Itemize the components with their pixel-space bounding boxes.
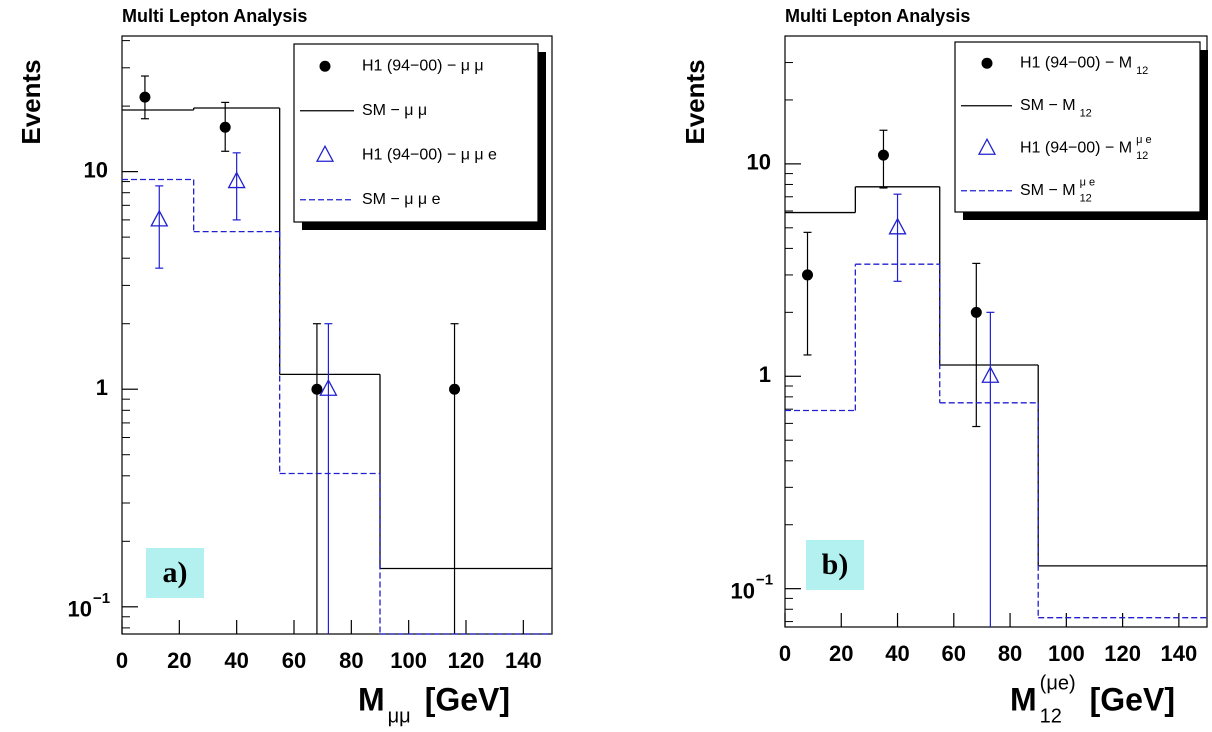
y-tick-label: 1	[759, 362, 771, 387]
panel-tag-box	[146, 548, 204, 598]
frame	[121, 35, 553, 635]
x-tick-label: 140	[1161, 641, 1198, 666]
legend-label: SM − M	[1020, 182, 1076, 199]
x-tick-label: 80	[339, 648, 363, 673]
frame	[784, 35, 1208, 628]
data-point	[981, 365, 1000, 383]
legend-label-sub: 12	[1136, 65, 1148, 77]
legend-marker	[319, 60, 331, 72]
y-tick-label: 10	[747, 150, 771, 175]
legend	[293, 43, 539, 223]
panel-tag-box	[806, 540, 864, 590]
y-tick-label-sup: −1	[93, 590, 110, 607]
x-axis-label-sup: (μe)	[1040, 672, 1076, 694]
legend-marker	[981, 57, 993, 69]
x-axis-label-sub: μμ	[388, 705, 411, 727]
y-axis-label: Events	[16, 59, 46, 144]
x-tick-label: 20	[829, 641, 853, 666]
y-tick-label: 1	[96, 375, 108, 400]
x-tick-label: 100	[390, 648, 427, 673]
x-tick-label: 0	[116, 648, 128, 673]
legend-label-sup: μ e	[1080, 177, 1096, 189]
legend-label-sub: 12	[1136, 150, 1148, 162]
data-point	[888, 217, 907, 235]
x-axis-label: M	[358, 681, 385, 717]
x-tick-label: 120	[448, 648, 485, 673]
data-point	[227, 171, 246, 189]
data-point	[802, 269, 814, 281]
x-tick-label: 100	[1048, 641, 1085, 666]
legend-marker	[315, 144, 335, 162]
x-tick-label: 60	[942, 641, 966, 666]
panel-tag: b)	[822, 548, 849, 581]
data-point	[150, 209, 169, 227]
data-point	[319, 378, 338, 396]
legend-label: H1 (94−00) − μ μ e	[362, 146, 497, 163]
data-point	[139, 91, 151, 103]
chart-title: Multi Lepton Analysis	[122, 6, 307, 26]
legend-label: SM − M	[1020, 97, 1076, 114]
data-point	[877, 149, 889, 161]
y-axis-label: Events	[680, 59, 710, 144]
y-tick-label-sup: −1	[756, 572, 773, 589]
x-tick-label: 0	[779, 641, 791, 666]
panel-tag: a)	[163, 556, 188, 589]
data-point	[970, 306, 982, 318]
x-tick-label: 20	[167, 648, 191, 673]
legend-label: SM − μ μ e	[362, 191, 441, 208]
y-tick-label: 10	[68, 597, 92, 622]
x-tick-label: 60	[282, 648, 306, 673]
chart-title: Multi Lepton Analysis	[785, 6, 970, 26]
legend	[954, 41, 1201, 213]
x-tick-label: 40	[885, 641, 909, 666]
legend-label: H1 (94−00) − μ μ	[362, 57, 484, 74]
x-tick-label: 80	[998, 641, 1022, 666]
y-tick-label: 10	[731, 578, 755, 603]
x-tick-label: 120	[1104, 641, 1141, 666]
legend-label-sup: μ e	[1136, 134, 1152, 146]
legend-label: H1 (94−00) − M	[1020, 54, 1132, 71]
x-axis-label-sub: 12	[1040, 705, 1062, 727]
legend-label-sub: 12	[1080, 193, 1092, 205]
legend-label-sub: 12	[1080, 108, 1092, 120]
data-point	[449, 383, 461, 395]
legend-label: H1 (94−00) − M	[1020, 139, 1132, 156]
data-point	[219, 121, 231, 133]
x-axis-label: M	[1010, 681, 1037, 717]
data-point	[311, 383, 323, 395]
legend-marker	[977, 137, 997, 155]
x-axis-unit: [GeV]	[1090, 681, 1175, 717]
x-tick-label: 140	[505, 648, 542, 673]
legend-label: SM − μ μ	[362, 102, 427, 119]
x-tick-label: 40	[224, 648, 248, 673]
y-tick-label: 10	[84, 157, 108, 182]
x-axis-unit: [GeV]	[425, 681, 510, 717]
